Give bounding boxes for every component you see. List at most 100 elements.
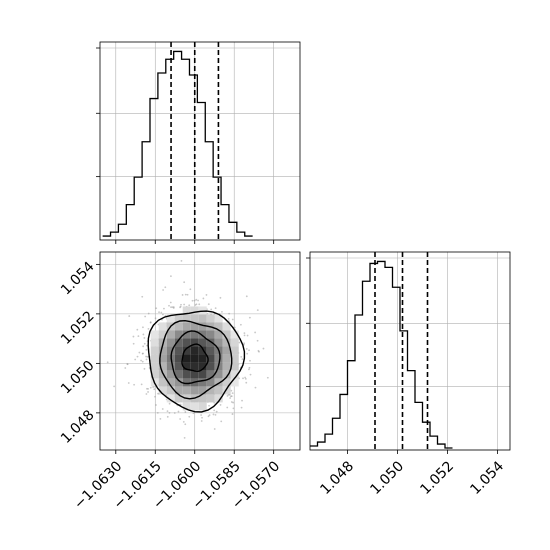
scatter-point: [231, 413, 234, 415]
density-cell: [166, 314, 175, 323]
scatter-point: [227, 318, 230, 320]
density-cell: [182, 338, 191, 347]
density-cell: [198, 370, 207, 379]
scatter-point: [127, 382, 130, 384]
scatter-point: [168, 304, 170, 307]
density-cell: [190, 402, 199, 411]
scatter-point: [169, 301, 172, 304]
x-tick-label: 1.050: [367, 458, 407, 498]
contour-line: [170, 330, 221, 385]
density-cell: [182, 402, 191, 411]
scatter-point: [248, 316, 251, 319]
density-cell: [214, 330, 223, 339]
scatter-point: [147, 387, 150, 390]
density-cell: [198, 338, 207, 347]
y-tick-label: 1.054: [58, 259, 98, 299]
histogram-y-panel: 1.048 1.050 1.052 1.054: [306, 251, 511, 498]
scatter-point: [230, 389, 233, 392]
scatter-point: [179, 418, 182, 420]
density-cell: [206, 386, 215, 395]
density-cell: [150, 338, 159, 347]
scatter-point: [163, 307, 165, 310]
scatter-point: [145, 355, 147, 358]
scatter-point: [230, 401, 233, 403]
scatter-point: [138, 351, 141, 354]
scatter-point: [229, 397, 232, 399]
density-cell: [190, 354, 199, 363]
scatter-point: [207, 303, 210, 306]
density-cell: [166, 378, 175, 387]
density-cell: [182, 314, 191, 323]
histogram-y-tick-labels: 1.048 1.050 1.052 1.054: [317, 458, 507, 498]
scatter-2d-panel: −1.0630−1.0615−1.0600−1.0585−1.0570 1.04…: [58, 251, 301, 513]
scatter-point: [226, 394, 229, 397]
histogram-y-ticks: [306, 257, 498, 454]
scatter-point: [179, 403, 182, 406]
density-cell: [150, 362, 159, 371]
scatter-point: [245, 348, 248, 350]
scatter-point: [170, 275, 172, 278]
scatter-point: [189, 288, 192, 291]
scatter-point: [106, 361, 109, 364]
contour-line: [159, 319, 233, 400]
scatter-point: [207, 415, 210, 418]
density-cell: [230, 378, 239, 387]
density-cell: [190, 306, 199, 315]
scatter-point: [128, 315, 131, 317]
density-cell: [182, 322, 191, 331]
histogram-y-step-line: [310, 260, 453, 449]
scatter-point: [248, 366, 251, 369]
scatter-point: [147, 391, 149, 393]
scatter-point: [160, 311, 163, 314]
density-cell: [158, 330, 167, 339]
scatter-point: [166, 415, 169, 418]
density-cell: [182, 306, 191, 315]
scatter-point: [266, 376, 269, 379]
scatter-point: [141, 352, 144, 355]
scatter-point: [243, 334, 246, 337]
density-cell: [182, 362, 191, 371]
scatter-point: [184, 411, 187, 413]
density-cell: [214, 370, 223, 379]
density-cell: [222, 338, 231, 347]
density-cell: [166, 394, 175, 403]
scatter-point: [143, 342, 146, 345]
histogram-x-ticks: [96, 47, 275, 244]
scatter-point: [262, 347, 265, 350]
histogram-x-frame: [99, 41, 301, 241]
scatter-point: [241, 358, 244, 361]
y-tick-label: 1.052: [58, 308, 98, 348]
density-cell: [206, 362, 215, 371]
density-cell: [214, 394, 223, 403]
scatter-point: [184, 423, 187, 426]
scatter-point: [162, 313, 164, 316]
scatter-point: [158, 311, 160, 314]
scatter-point: [149, 321, 152, 324]
scatter-point: [171, 306, 174, 309]
density-cell: [166, 370, 175, 379]
density-cell: [174, 362, 183, 371]
histogram-y-quantiles: [374, 252, 429, 450]
x-tick-label: 1.052: [417, 458, 457, 498]
scatter-point: [210, 308, 213, 311]
scatter-point: [246, 352, 249, 355]
scatter-point: [188, 304, 191, 307]
scatter-2d-frame: [99, 251, 301, 451]
scatter-point: [192, 412, 195, 415]
scatter-point: [134, 358, 137, 361]
density-cell: [230, 362, 239, 371]
scatter-point: [214, 307, 217, 310]
histogram-x-step-line: [102, 50, 253, 237]
scatter-point: [240, 406, 243, 409]
scatter-2d-contours: [147, 310, 246, 413]
density-cell: [214, 378, 223, 387]
density-cell: [214, 314, 223, 323]
scatter-point: [140, 383, 143, 386]
density-cell: [198, 378, 207, 387]
scatter-point: [183, 436, 186, 439]
density-cell: [166, 346, 175, 355]
density-cell: [182, 346, 191, 355]
scatter-point: [155, 307, 158, 310]
density-cell: [230, 330, 239, 339]
density-cell: [174, 378, 183, 387]
